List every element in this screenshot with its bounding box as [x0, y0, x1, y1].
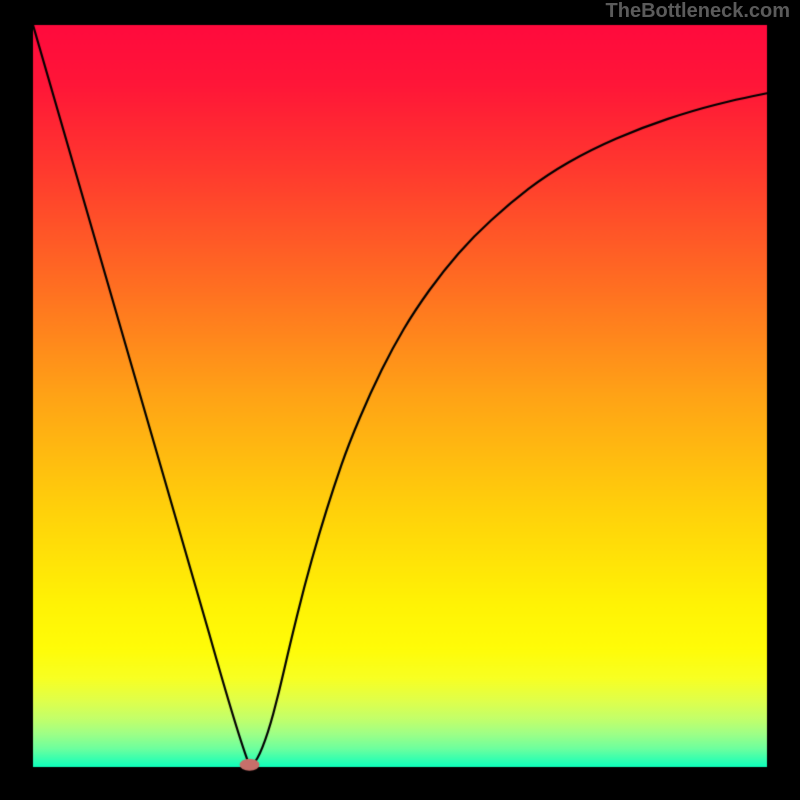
- bottleneck-chart-canvas: [0, 0, 800, 800]
- attribution-text: TheBottleneck.com: [606, 0, 790, 23]
- chart-container: TheBottleneck.com: [0, 0, 800, 800]
